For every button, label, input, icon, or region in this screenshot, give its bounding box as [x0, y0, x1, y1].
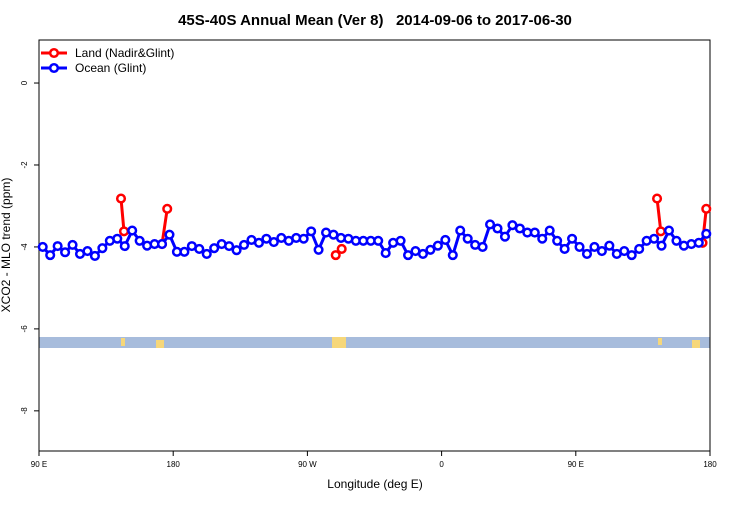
x-tick-label: 90 E [31, 460, 47, 469]
point [604, 240, 615, 251]
point [440, 234, 451, 246]
point [45, 250, 56, 261]
point [537, 233, 548, 244]
point [432, 240, 443, 251]
legend-marker [48, 62, 60, 74]
point [209, 243, 220, 254]
point [544, 225, 555, 236]
x-tick-label: 90 E [568, 460, 584, 469]
point [462, 233, 473, 244]
point [82, 245, 93, 257]
point [567, 233, 578, 244]
y-tick-label: -2 [20, 161, 29, 169]
point [330, 250, 341, 261]
point [403, 250, 414, 261]
point [619, 245, 630, 257]
chart-title: 45S-40S Annual Mean (Ver 8) 2014-09-06 t… [178, 12, 572, 29]
point [634, 243, 645, 255]
point [52, 241, 63, 252]
point [60, 247, 71, 258]
point [596, 245, 607, 257]
point [649, 233, 660, 244]
x-tick-label: 0 [439, 460, 444, 469]
y-axis-label: XCO2 - MLO trend (ppm) [0, 178, 13, 313]
point [37, 241, 48, 252]
point [656, 240, 667, 251]
point [529, 227, 540, 238]
ocean-strip [39, 337, 710, 348]
x-tick-label: 180 [167, 460, 181, 469]
point [514, 223, 525, 234]
point [701, 203, 712, 214]
land-patch [692, 340, 700, 348]
point [67, 239, 78, 250]
y-tick-label: -8 [20, 407, 29, 415]
y-tick-label: -4 [20, 243, 29, 251]
point [663, 225, 675, 236]
point [89, 250, 100, 261]
point [373, 235, 384, 246]
point [268, 236, 279, 248]
point [336, 243, 347, 255]
point [417, 248, 429, 259]
point [671, 235, 682, 246]
point [492, 223, 503, 234]
point [134, 235, 145, 246]
point [194, 243, 205, 255]
point [701, 228, 712, 239]
y-tick-label: 0 [20, 80, 29, 85]
point [127, 225, 138, 236]
point [119, 241, 130, 252]
x-axis-label: Longitude (deg E) [327, 477, 422, 491]
point [179, 246, 190, 257]
x-tick-label: 180 [703, 460, 717, 469]
point [395, 235, 406, 246]
point [97, 243, 108, 254]
legend-label: Ocean (Glint) [75, 61, 146, 75]
land-patch [658, 338, 662, 345]
point [112, 233, 123, 244]
point [455, 225, 466, 236]
point [118, 226, 130, 237]
point [552, 235, 563, 246]
point [652, 193, 663, 204]
point [253, 237, 264, 248]
point [559, 243, 570, 255]
point [425, 244, 436, 255]
x-tick-label: 90 W [298, 460, 317, 469]
point [313, 244, 324, 255]
point [485, 219, 496, 230]
point [298, 233, 309, 244]
point [574, 241, 585, 252]
point [655, 226, 666, 237]
point [156, 239, 168, 250]
point [626, 250, 637, 261]
point [164, 229, 175, 240]
point [231, 245, 242, 256]
y-tick-label: -6 [20, 325, 29, 333]
point [380, 248, 391, 259]
point [162, 203, 173, 214]
legend-label: Land (Nadir&Glint) [75, 46, 174, 60]
point [238, 239, 250, 250]
point [115, 193, 127, 204]
point [224, 241, 235, 252]
point [201, 248, 212, 259]
point [589, 241, 600, 252]
surface-mask [39, 337, 710, 348]
land-patch [121, 338, 125, 346]
point [447, 250, 458, 261]
point [477, 241, 488, 252]
land-patch [332, 337, 346, 348]
point [581, 248, 593, 259]
point [499, 231, 511, 242]
point [693, 237, 704, 248]
land-patch [156, 340, 164, 348]
legend-marker [48, 47, 60, 59]
point [306, 226, 317, 237]
